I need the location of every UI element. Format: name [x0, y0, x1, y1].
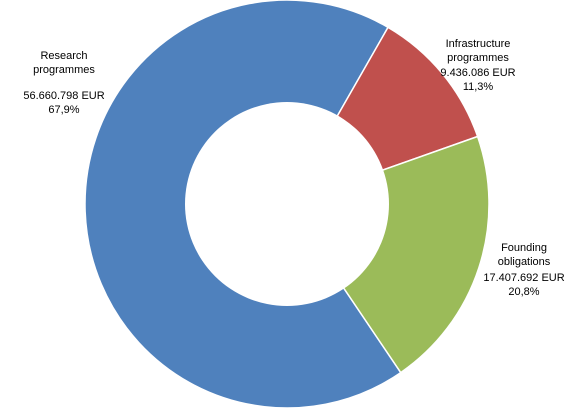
slice-label-founding-obligations: Founding obligations 17.407.692 EUR 20,8… — [483, 242, 564, 298]
label-name-line-1: Founding — [501, 242, 547, 254]
label-name-line-2: programmes — [33, 64, 95, 76]
label-value: 56.660.798 EUR — [23, 90, 104, 102]
donut-hole — [185, 102, 389, 306]
label-name-line-1: Research — [40, 50, 87, 62]
label-name-line-2: obligations — [498, 256, 551, 268]
label-name-line-2: programmes — [447, 52, 509, 64]
slice-label-infrastructure-programmes: Infrastructure programmes 9.436.086 EUR … — [440, 38, 515, 93]
label-percent: 20,8% — [508, 286, 539, 298]
slice-label-research-programmes: Research programmes 56.660.798 EUR 67,9% — [23, 50, 104, 116]
label-percent: 67,9% — [48, 104, 79, 116]
label-percent: 11,3% — [463, 81, 494, 93]
label-value: 9.436.086 EUR — [440, 67, 515, 79]
label-value: 17.407.692 EUR — [483, 272, 564, 284]
label-name-line-1: Infrastructure — [446, 38, 511, 50]
